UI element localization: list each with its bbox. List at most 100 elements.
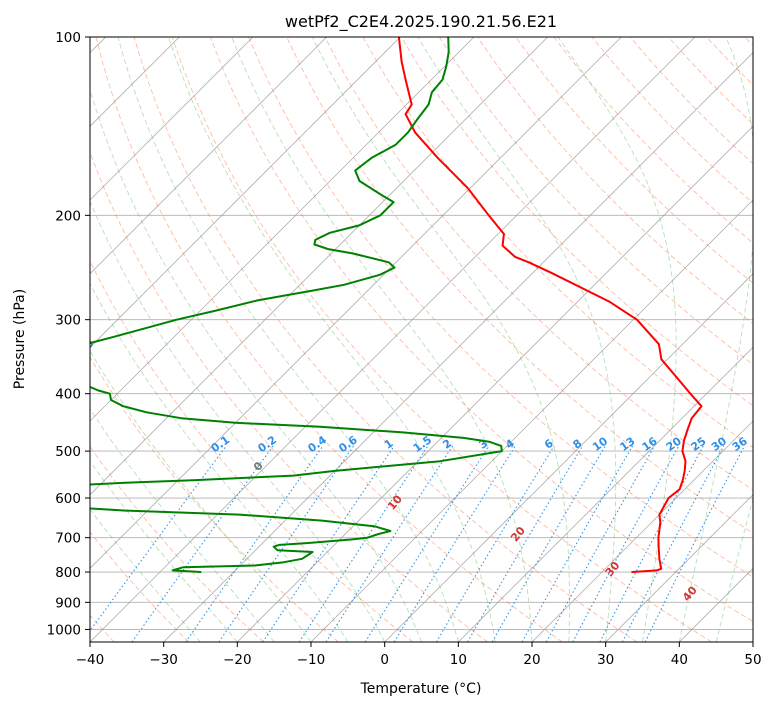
dry-adiabat-line: [324, 37, 753, 491]
isotherm-line: [679, 567, 753, 642]
temperature-trace: [397, 37, 703, 573]
mixing-ratio-line: [644, 445, 746, 642]
dry-adiabat-line: [591, 37, 753, 204]
mixing-ratio-line: [545, 445, 656, 642]
mixing-ratio-label: 2: [440, 437, 454, 452]
y-tick-label: 700: [55, 531, 81, 547]
mixing-ratio-line: [599, 445, 704, 642]
dry-adiabat-line: [515, 37, 753, 284]
moist-adiabat-line: [90, 408, 275, 642]
x-tick-label: −40: [76, 652, 105, 668]
plot-frame: [89, 36, 754, 643]
y-tick-label: 400: [55, 387, 81, 403]
mixing-ratio-line: [262, 445, 395, 642]
mixing-ratio-line: [572, 445, 680, 642]
dry-adiabat-line: [133, 37, 638, 642]
isotherm-line: [90, 37, 327, 275]
mixing-ratio-label: 4: [503, 436, 517, 451]
dry-adiabat-line: [90, 150, 488, 642]
mixing-ratio-line: [218, 445, 355, 642]
mixing-ratio-line: [467, 445, 584, 642]
moist-adiabat-line: [417, 37, 617, 642]
sounding-traces: [90, 37, 703, 573]
dry-adiabat-line: [90, 531, 190, 642]
mixing-ratio-label: 1.5: [411, 433, 434, 455]
y-tick-label: 900: [55, 595, 81, 611]
isotherm-line: [90, 37, 475, 422]
x-tick-label: −20: [223, 652, 252, 668]
dry-adiabat-line: [744, 37, 753, 47]
dry-adiabat-label: -10: [74, 337, 97, 361]
y-tick-label: 800: [55, 565, 81, 581]
chart-title: wetPf2_C2E4.2025.190.21.56.E21: [285, 12, 557, 32]
mixing-ratio-line: [298, 445, 429, 642]
dry-adiabat-line: [438, 37, 753, 365]
moist-adiabat-label: 10: [385, 492, 405, 512]
dry-adiabat-lines: [90, 37, 753, 642]
moist-adiabat-line: [117, 37, 459, 642]
isotherm-line: [90, 37, 696, 642]
isotherm-line: [605, 494, 753, 642]
moist-adiabat-line: [678, 37, 753, 642]
isotherm-line: [237, 125, 753, 642]
isotherm-line: [163, 52, 753, 642]
y-tick-label: 600: [55, 491, 81, 507]
mixing-ratio-label: 0.6: [336, 433, 360, 455]
moist-adiabat-label: 30: [603, 559, 623, 579]
dry-adiabat-line: [90, 445, 264, 642]
dry-adiabat-line: [400, 37, 753, 407]
dry-adiabat-line: [171, 37, 712, 642]
isotherm-line: [90, 37, 401, 348]
isotherm-line: [90, 37, 622, 569]
moist-adiabat-line: [168, 37, 496, 642]
dry-adiabat-line: [248, 37, 753, 578]
moist-adiabat-lines: [90, 37, 753, 642]
mixing-ratio-label: 0.4: [306, 433, 330, 455]
x-tick-label: −30: [149, 652, 178, 668]
mixing-ratio-label: 6: [542, 437, 556, 452]
x-tick-label: 30: [597, 652, 614, 668]
dry-adiabat-line: [362, 37, 753, 449]
y-tick-label: 100: [55, 30, 81, 46]
mixing-ratio-line: [521, 445, 633, 642]
dry-adiabat-line: [553, 37, 753, 244]
moist-adiabat-line: [557, 37, 677, 642]
x-axis-ticks: −40 −30 −20 −10 0 10 20 30 40 50: [76, 642, 762, 668]
mixing-ratio-label: 0.1: [209, 433, 232, 455]
y-tick-label: 300: [55, 313, 81, 329]
dry-adiabat-line: [477, 37, 753, 325]
x-tick-label: 0: [380, 652, 389, 668]
moist-adiabat-line: [231, 37, 533, 642]
mixing-ratio-label: 1: [382, 437, 396, 452]
y-tick-label: 200: [55, 208, 81, 224]
y-tick-label: 1000: [47, 622, 81, 638]
x-tick-label: −10: [297, 652, 326, 668]
moist-adiabat-line: [715, 497, 753, 642]
y-axis-label: Pressure (hPa): [12, 289, 28, 389]
plot-area: 0.10.20.40.611.52346810131620253036-100-…: [74, 37, 753, 642]
isotherm-line: [384, 273, 753, 642]
moist-adiabat-line: [90, 200, 386, 642]
mixing-ratio-label: 3: [477, 437, 491, 452]
isotherm-line: [531, 420, 753, 642]
mixing-ratio-line: [131, 445, 274, 642]
isotherm-line: [752, 641, 753, 642]
mixing-ratio-lines: [90, 445, 746, 642]
mixing-ratio-label: 0.2: [256, 433, 279, 455]
dry-adiabat-line: [90, 259, 414, 642]
x-axis-label: Temperature (°C): [360, 681, 482, 697]
moist-adiabat-line: [90, 349, 312, 642]
moist-adiabat-line: [752, 640, 753, 642]
y-tick-label: 500: [55, 444, 81, 460]
x-tick-label: 20: [523, 652, 540, 668]
mixing-ratio-line: [364, 445, 490, 642]
dry-adiabat-line: [667, 37, 753, 125]
mixing-ratio-line: [621, 445, 725, 642]
y-axis-ticks: 100 200 300 400 500 600 700 800 900 1000: [47, 30, 90, 638]
isotherm-line: [90, 37, 548, 496]
dewpoint-trace: [90, 37, 503, 573]
mixing-ratio-line: [325, 445, 454, 642]
dry-adiabat-line: [90, 356, 339, 642]
mixing-ratio-line: [185, 445, 324, 642]
